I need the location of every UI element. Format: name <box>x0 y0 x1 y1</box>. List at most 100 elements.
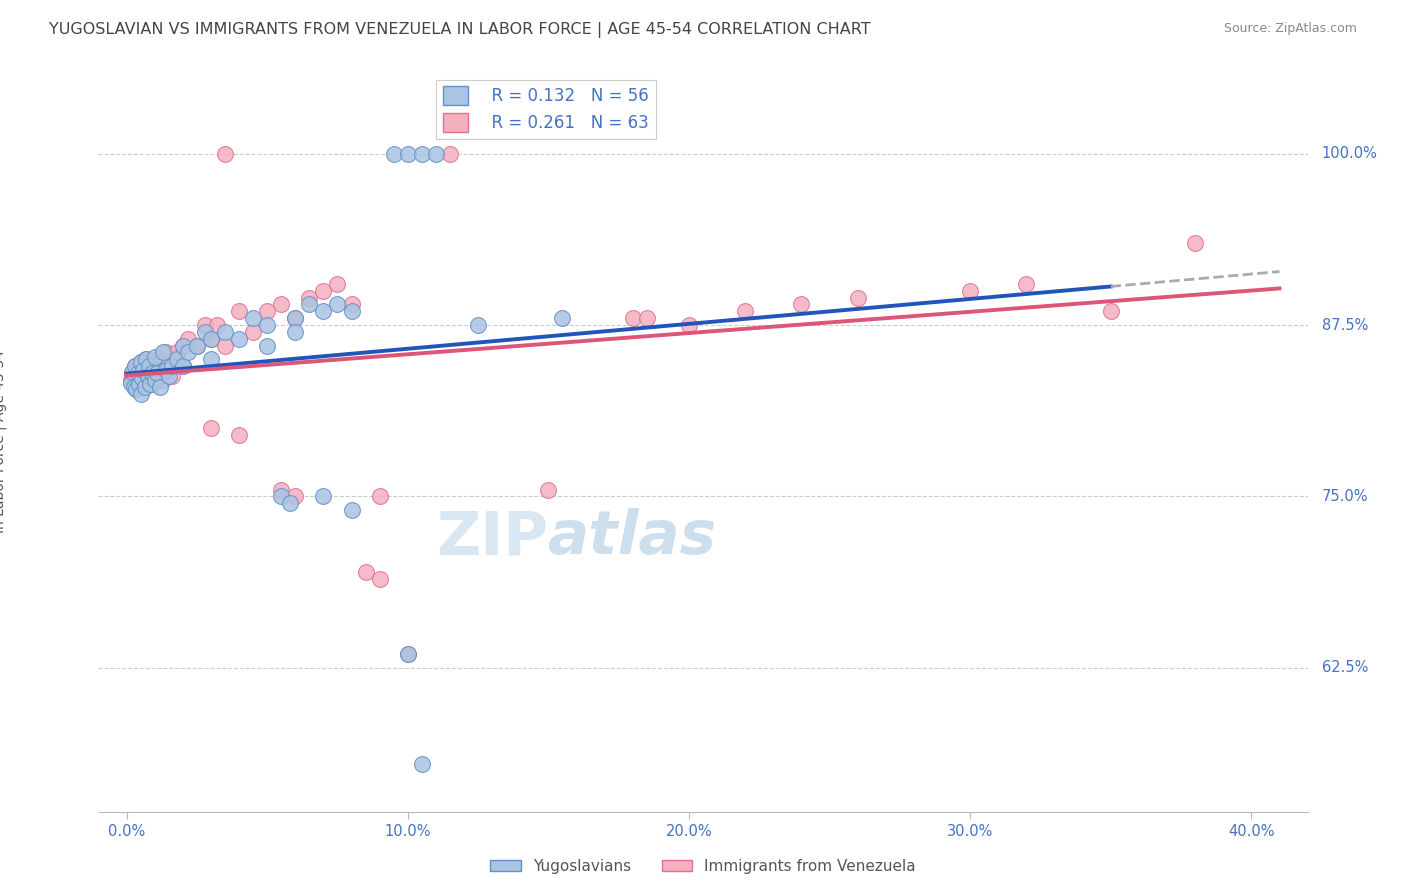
Point <box>143 359 166 373</box>
Point <box>1184 235 1206 250</box>
Point <box>122 380 145 394</box>
Point <box>621 311 644 326</box>
Point <box>284 325 307 339</box>
Point <box>228 304 250 318</box>
Point <box>1015 277 1038 291</box>
Point <box>200 332 222 346</box>
Point <box>131 371 153 385</box>
Point <box>120 376 142 390</box>
Point <box>186 338 208 352</box>
Text: 75.0%: 75.0% <box>1322 489 1368 504</box>
Point <box>129 355 152 369</box>
Point <box>157 355 180 369</box>
Point <box>242 311 264 326</box>
Point <box>143 350 166 364</box>
Point <box>214 146 236 161</box>
Point <box>425 146 447 161</box>
Point <box>256 304 278 318</box>
Point <box>200 352 222 367</box>
Point <box>959 284 981 298</box>
Point <box>396 647 419 661</box>
Point <box>194 325 217 339</box>
Point <box>678 318 700 332</box>
Point <box>139 355 162 369</box>
Text: In Labor Force | Age 45-54: In Labor Force | Age 45-54 <box>0 350 7 533</box>
Point <box>125 383 148 397</box>
Point <box>284 489 307 503</box>
Point <box>166 352 188 367</box>
Point <box>411 756 433 771</box>
Point <box>298 291 321 305</box>
Point <box>143 373 166 387</box>
Point <box>122 376 145 391</box>
Point <box>228 332 250 346</box>
Point <box>340 503 363 517</box>
Point <box>155 363 177 377</box>
Point <box>139 376 162 391</box>
Point <box>382 146 405 161</box>
Point <box>135 352 157 367</box>
Text: 87.5%: 87.5% <box>1322 318 1368 333</box>
Point <box>120 373 142 387</box>
Point <box>368 489 391 503</box>
Point <box>129 355 152 369</box>
Point <box>312 304 335 318</box>
Point <box>135 352 157 367</box>
Point <box>134 368 156 383</box>
Point <box>177 332 200 346</box>
Legend:   R = 0.132   N = 56,   R = 0.261   N = 63: R = 0.132 N = 56, R = 0.261 N = 63 <box>436 79 655 138</box>
Point <box>143 368 166 383</box>
Point <box>340 297 363 311</box>
Point <box>125 383 148 397</box>
Point <box>734 304 756 318</box>
Point <box>152 345 174 359</box>
Text: 100.0%: 100.0% <box>1322 146 1378 161</box>
Point <box>136 363 159 377</box>
Point <box>166 345 188 359</box>
Point <box>256 318 278 332</box>
Point <box>134 380 156 394</box>
Point <box>157 368 180 383</box>
Point <box>124 359 146 373</box>
Point <box>128 376 150 391</box>
Point <box>138 359 160 373</box>
Point <box>326 297 349 311</box>
Point <box>172 338 194 352</box>
Text: atlas: atlas <box>548 508 717 567</box>
Point <box>200 421 222 435</box>
Point <box>790 297 813 311</box>
Text: Source: ZipAtlas.com: Source: ZipAtlas.com <box>1223 22 1357 36</box>
Point <box>127 363 149 377</box>
Point <box>340 304 363 318</box>
Point <box>278 496 301 510</box>
Point <box>129 386 152 401</box>
Point <box>467 318 489 332</box>
Point <box>846 291 869 305</box>
Point <box>149 363 172 377</box>
Point <box>160 368 183 383</box>
Point <box>124 359 146 373</box>
Point <box>551 311 574 326</box>
Point <box>284 311 307 326</box>
Point <box>214 325 236 339</box>
Point <box>172 359 194 373</box>
Point <box>284 311 307 326</box>
Point <box>214 338 236 352</box>
Point <box>256 338 278 352</box>
Point <box>270 297 292 311</box>
Point <box>131 380 153 394</box>
Point <box>439 146 461 161</box>
Text: 62.5%: 62.5% <box>1322 660 1368 675</box>
Point <box>186 338 208 352</box>
Point <box>121 366 143 380</box>
Point <box>537 483 560 497</box>
Point <box>270 489 292 503</box>
Point <box>152 373 174 387</box>
Text: YUGOSLAVIAN VS IMMIGRANTS FROM VENEZUELA IN LABOR FORCE | AGE 45-54 CORRELATION : YUGOSLAVIAN VS IMMIGRANTS FROM VENEZUELA… <box>49 22 870 38</box>
Text: ZIP: ZIP <box>436 508 548 567</box>
Point <box>141 376 163 391</box>
Point <box>312 489 335 503</box>
Point <box>354 565 377 579</box>
Point <box>298 297 321 311</box>
Point <box>146 352 169 367</box>
